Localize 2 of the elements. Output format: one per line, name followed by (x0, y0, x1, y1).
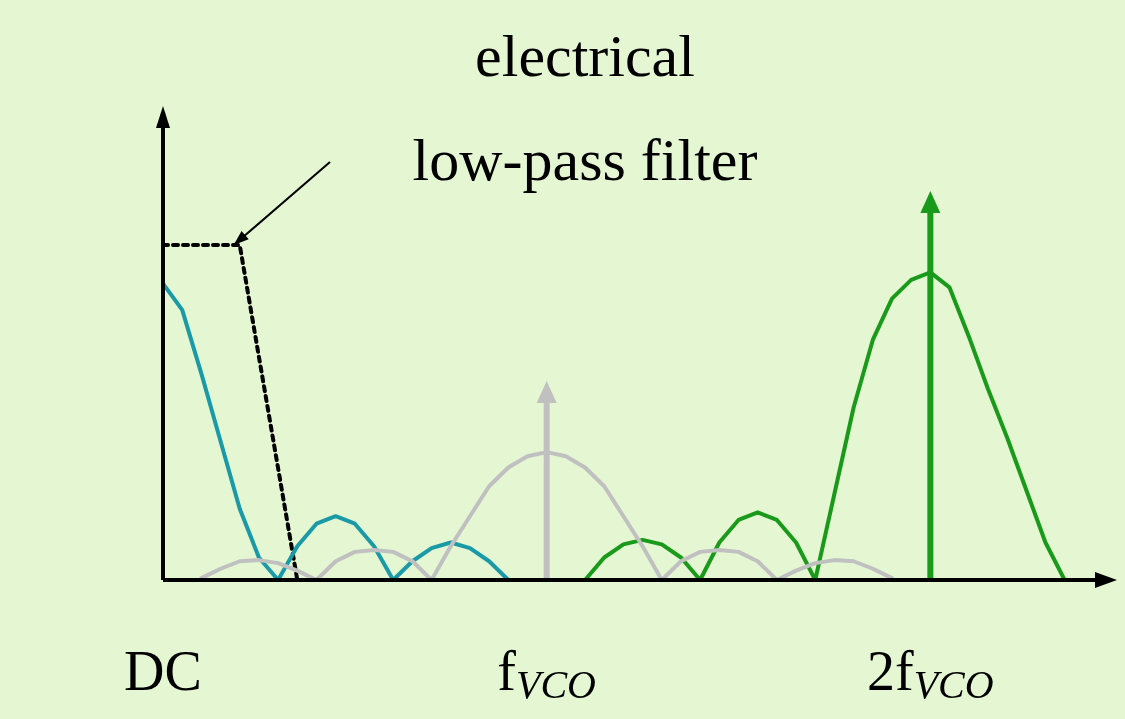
text: electrical low-pass filter (412, 23, 758, 193)
x-tick-label: DC (124, 640, 202, 702)
